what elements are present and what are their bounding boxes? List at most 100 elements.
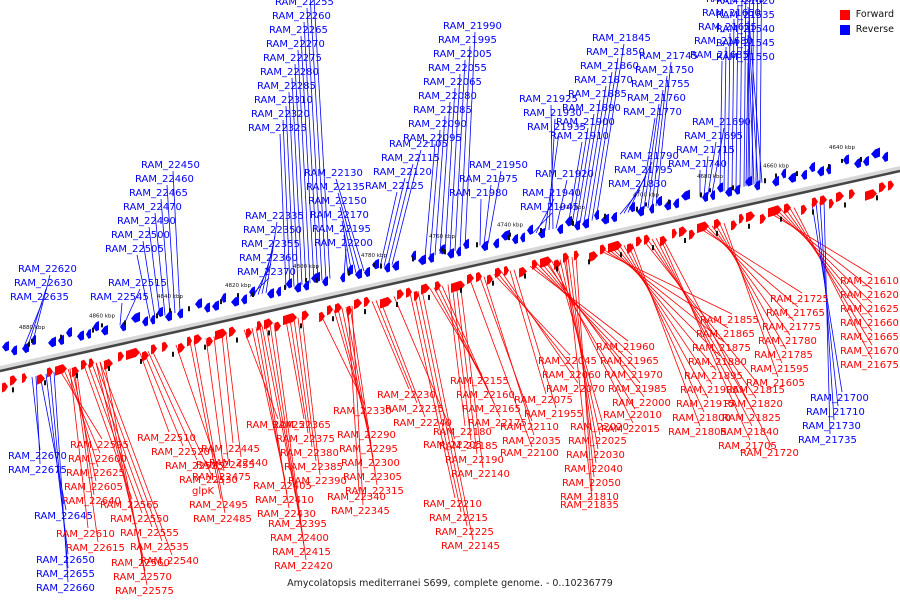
gene-label: RAM_22425 bbox=[246, 420, 305, 431]
gene-label: RAM_21745 bbox=[639, 51, 698, 62]
reverse-gene bbox=[93, 321, 99, 332]
gene-label: RAM_22025 bbox=[568, 436, 627, 447]
leader-line bbox=[343, 234, 349, 275]
feature-tick bbox=[140, 358, 142, 364]
gene-label: RAM_21520 bbox=[716, 0, 775, 7]
gene-label: RAM_21895 bbox=[684, 371, 743, 382]
gene-label: RAM_22555 bbox=[120, 528, 179, 539]
leader-line bbox=[409, 292, 456, 499]
leader-line bbox=[221, 334, 234, 444]
gene-label: RAM_21685 bbox=[690, 50, 749, 61]
gene-label: RAM_21760 bbox=[627, 93, 686, 104]
gene-label: RAM_21880 bbox=[688, 357, 747, 368]
forward-gene bbox=[495, 267, 502, 278]
gene-label: RAM_21935 bbox=[527, 122, 586, 133]
leader-line bbox=[379, 191, 398, 268]
gene-label: RAM_22335 bbox=[245, 211, 304, 222]
feature-tick bbox=[652, 245, 654, 251]
feature-tick bbox=[108, 366, 110, 371]
gene-label: RAM_22060 bbox=[542, 370, 601, 381]
reverse-gene bbox=[177, 308, 183, 319]
scale-tick bbox=[841, 158, 843, 163]
leader-line bbox=[531, 212, 553, 235]
leader-line bbox=[651, 238, 755, 413]
gene-label: RAM_21970 bbox=[604, 370, 663, 381]
gene-label: RAM_22195 bbox=[312, 224, 371, 235]
leader-line bbox=[449, 73, 461, 253]
feature-tick bbox=[76, 373, 78, 379]
scale-tick bbox=[775, 173, 777, 178]
gene-label: RAM_21830 bbox=[608, 179, 667, 190]
reverse-gene bbox=[481, 240, 488, 252]
legend-forward: Forward bbox=[839, 7, 894, 22]
leader-line bbox=[565, 258, 593, 500]
reverse-gene bbox=[392, 260, 399, 271]
gene-label: RAM_22325 bbox=[248, 123, 307, 134]
leader-line bbox=[459, 45, 471, 250]
gene-label: RAM_22540 bbox=[140, 556, 199, 567]
leader-line bbox=[297, 49, 311, 284]
gene-label: RAM_21550 bbox=[716, 52, 775, 63]
leader-line bbox=[541, 263, 641, 384]
gene-label: RAM_22035 bbox=[502, 436, 561, 447]
gene-label: RAM_22640 bbox=[62, 496, 121, 507]
gene-label: RAM_22475 bbox=[192, 472, 251, 483]
leader-line bbox=[483, 276, 535, 436]
leader-line bbox=[417, 291, 468, 527]
gene-label: RAM_21725 bbox=[770, 294, 829, 305]
gene-label: RAM_22375 bbox=[276, 434, 335, 445]
leader-line bbox=[719, 223, 783, 364]
reverse-gene bbox=[574, 220, 580, 231]
reverse-gene bbox=[501, 229, 510, 241]
leader-line bbox=[647, 89, 664, 209]
gene-label: RAM_22675 bbox=[8, 465, 67, 476]
reverse-gene bbox=[276, 286, 281, 297]
reverse-gene bbox=[22, 342, 29, 354]
leader-line bbox=[313, 0, 331, 279]
leader-line bbox=[571, 127, 589, 225]
forward-gene bbox=[660, 235, 667, 247]
forward-gene bbox=[435, 281, 441, 292]
reverse-gene bbox=[649, 203, 654, 214]
leader-line bbox=[27, 288, 47, 346]
gene-label: RAM_21835 bbox=[560, 500, 619, 511]
gene-label: RAM_21605 bbox=[746, 378, 805, 389]
forward-gene bbox=[784, 203, 791, 214]
gene-label: RAM_22150 bbox=[308, 196, 367, 207]
gene-label: RAM_22370 bbox=[237, 267, 296, 278]
scale-label: 4760 kbp bbox=[429, 234, 455, 240]
feature-tick bbox=[332, 316, 334, 322]
leader-line bbox=[451, 283, 472, 441]
gene-label: RAM_21595 bbox=[750, 364, 809, 375]
reverse-gene-labels-lower: RAM_22670RAM_22675RAM_22645RAM_22650RAM_… bbox=[8, 393, 869, 594]
reverse-gene bbox=[48, 336, 56, 348]
forward-gene bbox=[829, 198, 834, 209]
gene-label: RAM_22525 bbox=[165, 461, 224, 472]
forward-gene bbox=[467, 273, 474, 285]
feature-tick bbox=[300, 323, 302, 329]
leader-line bbox=[575, 113, 595, 225]
leader-line bbox=[269, 323, 305, 547]
reverse-gene bbox=[447, 248, 454, 259]
gene-label: RAM_21840 bbox=[720, 427, 779, 438]
gene-label: RAM_21660 bbox=[840, 318, 899, 329]
leader-line bbox=[655, 61, 672, 207]
leader-line bbox=[279, 133, 287, 289]
gene-label: RAM_22645 bbox=[34, 511, 93, 522]
forward-gene bbox=[55, 364, 67, 376]
gene-label: RAM_22430 bbox=[257, 509, 316, 520]
scale-tick bbox=[509, 232, 511, 237]
gene-label: RAM_22280 bbox=[260, 67, 319, 78]
forward-gene bbox=[714, 218, 721, 230]
gene-label: RAM_21985 bbox=[608, 384, 667, 395]
scale-tick bbox=[709, 188, 711, 193]
gene-label: RAM_22100 bbox=[500, 448, 559, 459]
leader-line bbox=[259, 326, 290, 509]
gene-label: RAM_22310 bbox=[254, 95, 313, 106]
leader-line bbox=[99, 361, 173, 556]
leader-line bbox=[719, 60, 723, 193]
leader-line bbox=[455, 282, 478, 455]
scale-label: 4700 kbp bbox=[633, 192, 659, 198]
reverse-gene bbox=[303, 280, 309, 291]
gene-label: RAM_22450 bbox=[141, 160, 200, 171]
